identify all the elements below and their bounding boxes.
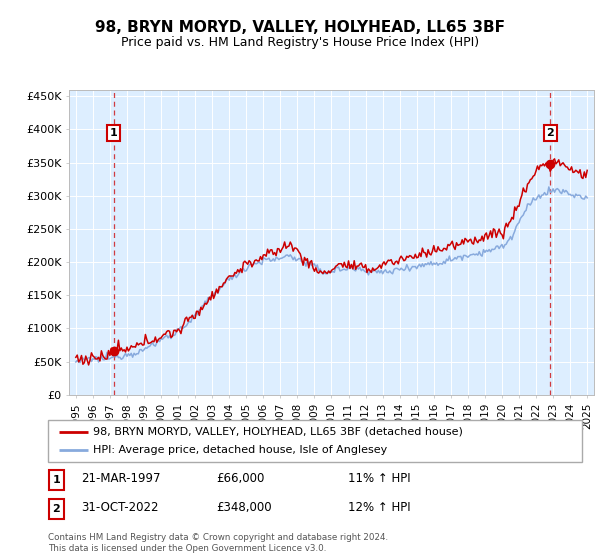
FancyBboxPatch shape	[48, 420, 582, 462]
Text: HPI: Average price, detached house, Isle of Anglesey: HPI: Average price, detached house, Isle…	[94, 445, 388, 455]
Text: 2: 2	[53, 504, 60, 514]
Text: 98, BRYN MORYD, VALLEY, HOLYHEAD, LL65 3BF: 98, BRYN MORYD, VALLEY, HOLYHEAD, LL65 3…	[95, 20, 505, 35]
Text: 31-OCT-2022: 31-OCT-2022	[81, 501, 158, 515]
Text: 11% ↑ HPI: 11% ↑ HPI	[348, 472, 410, 486]
FancyBboxPatch shape	[49, 470, 64, 490]
Text: £66,000: £66,000	[216, 472, 265, 486]
Text: 98, BRYN MORYD, VALLEY, HOLYHEAD, LL65 3BF (detached house): 98, BRYN MORYD, VALLEY, HOLYHEAD, LL65 3…	[94, 427, 463, 437]
FancyBboxPatch shape	[49, 499, 64, 519]
Text: £348,000: £348,000	[216, 501, 272, 515]
Text: 2: 2	[547, 128, 554, 138]
Text: Contains HM Land Registry data © Crown copyright and database right 2024.
This d: Contains HM Land Registry data © Crown c…	[48, 533, 388, 553]
Text: 1: 1	[53, 475, 60, 485]
Text: Price paid vs. HM Land Registry's House Price Index (HPI): Price paid vs. HM Land Registry's House …	[121, 36, 479, 49]
Text: 12% ↑ HPI: 12% ↑ HPI	[348, 501, 410, 515]
Text: 21-MAR-1997: 21-MAR-1997	[81, 472, 161, 486]
Text: 1: 1	[110, 128, 118, 138]
